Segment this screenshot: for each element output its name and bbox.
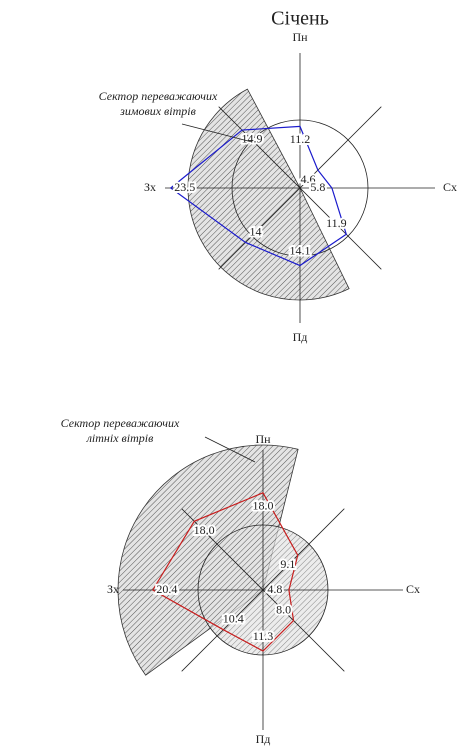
value-label: 11.2 xyxy=(290,132,311,146)
value-label: 4.8 xyxy=(267,582,282,596)
value-label: 11.3 xyxy=(253,629,274,643)
direction-label: Пн xyxy=(255,432,271,446)
value-label: 5.8 xyxy=(310,180,325,194)
value-label: 18.0 xyxy=(253,499,274,513)
annotation: Сектор переважаючих xyxy=(99,89,218,103)
wind-rose-line xyxy=(152,492,299,652)
direction-label: Зх xyxy=(144,180,156,194)
value-label: 8.0 xyxy=(276,602,291,616)
annotation: зимових вітрів xyxy=(119,104,196,118)
direction-label: Зх xyxy=(107,582,119,596)
value-label: 4.6 xyxy=(300,172,315,186)
annotation-leader xyxy=(181,123,253,143)
value-label: 23.5 xyxy=(174,180,195,194)
value-label: 18.0 xyxy=(194,523,215,537)
value-label: 20.4 xyxy=(156,582,177,596)
axis-line xyxy=(218,106,382,270)
direction-label: Пд xyxy=(293,330,308,344)
axis-line xyxy=(181,508,345,672)
chart-title: Січень xyxy=(271,8,329,30)
direction-label: Пн xyxy=(292,30,308,44)
value-label: 9.1 xyxy=(280,557,295,571)
annotation: Сектор переважаючих xyxy=(61,416,180,430)
direction-label: Пд xyxy=(256,732,271,746)
value-label: 11.9 xyxy=(326,216,347,230)
value-label: 10.4 xyxy=(223,612,244,626)
annotation-leader xyxy=(204,436,256,463)
value-label: 14 xyxy=(249,224,261,238)
direction-label: Сх xyxy=(406,582,420,596)
wind-rose-line xyxy=(169,125,347,267)
annotation: літніх вітрів xyxy=(86,431,154,445)
value-label: 14.1 xyxy=(290,243,311,257)
value-label: 14.9 xyxy=(241,132,262,146)
direction-label: Сх xyxy=(443,180,457,194)
prevailing-sector xyxy=(187,88,350,301)
